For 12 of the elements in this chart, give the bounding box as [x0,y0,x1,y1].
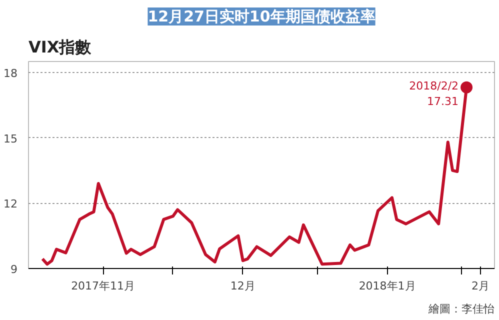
text: 繪圖：李佳怡 [428,302,494,316]
y-tick-label: 18 [4,66,18,80]
y-tick-label: 15 [4,132,18,146]
chart-subtitle: VIX指數 [28,38,92,56]
chart-title: 12月27日实时10年期国债收益率 [148,8,376,26]
y-tick-label: 9 [10,263,18,276]
annotation: 2018/2/2 17.31 [409,79,459,108]
x-tick-label: 2018年1月 [358,280,416,292]
x-tick-label: 2017年11月 [71,280,136,292]
x-tick-label: 2月 [472,280,490,292]
y-tick-label: 12 [4,198,18,211]
x-tick-label: 12月 [230,280,256,292]
